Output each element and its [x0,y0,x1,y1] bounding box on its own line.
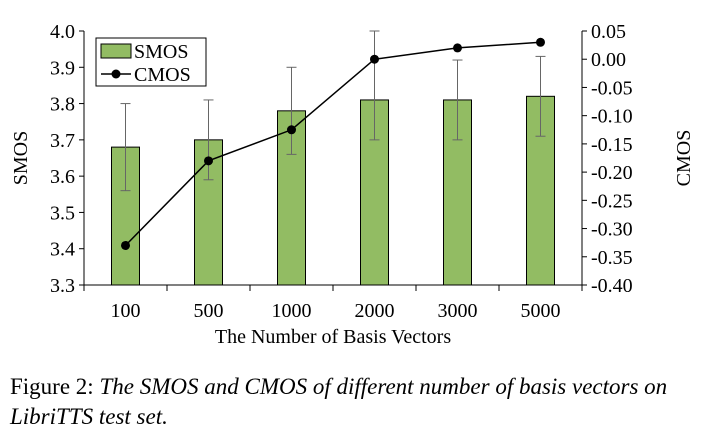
y-axis-title: SMOS [10,131,32,185]
cmos-line [121,37,545,250]
y2-tick-label: 0.00 [591,49,626,71]
cmos-point-1000 [287,125,296,135]
caption-text: The SMOS and CMOS of different number of… [10,374,668,429]
y-tick-label: 3.4 [50,239,75,261]
smos-error-bar-500 [203,99,214,181]
smos-error-bars [120,30,546,192]
x-axis-title: The Number of Basis Vectors [215,326,451,348]
caption-label: Figure 2: [10,374,94,399]
smos-error-bar-3000 [452,59,463,141]
y2-axis-title: CMOS [673,130,695,187]
cmos-point-2000 [370,54,379,64]
y2-tick-label: -0.25 [591,190,633,212]
y-tick-label: 3.6 [50,166,75,188]
smos-bar-2000 [360,99,389,286]
y2-tick-label: -0.10 [591,106,633,128]
legend-label-cmos: CMOS [134,64,191,86]
smos-error-bar-100 [120,103,131,192]
x-tick-label: 3000 [438,300,478,322]
y-tick-label: 3.5 [50,202,75,224]
y-tick-label: 3.8 [50,94,75,116]
x-tick-label: 2000 [355,300,395,322]
y2-tick-label: -0.40 [591,275,633,297]
legend-label-smos: SMOS [134,41,188,63]
x-tick-label: 100 [111,300,141,322]
y-tick-label: 4.0 [50,21,75,43]
smos-bars [111,95,555,286]
x-tick-label: 5000 [521,300,561,322]
y2-tick-label: -0.15 [591,134,633,156]
y2-tick-label: -0.05 [591,77,633,99]
smos-error-bar-5000 [535,55,546,137]
axes: 3.3 3.4 3.5 3.6 3.7 3.8 3.9 4.0 -0.40 -0.35 -0.30 -… [50,21,633,322]
cmos-point-100 [121,240,130,250]
axis-labels: The Number of Basis Vectors SMOS CMOS [10,130,695,348]
y-tick-label: 3.9 [50,57,75,79]
y2-tick-label: -0.20 [591,162,633,184]
x-tick-label: 500 [194,300,224,322]
y2-tick-label: -0.30 [591,219,633,241]
smos-error-bar-1000 [286,66,297,155]
y-tick-label: 3.3 [50,275,75,297]
y2-tick-label: 0.05 [591,21,626,43]
legend-swatch-smos [100,43,132,59]
figure-caption: Figure 2: The SMOS and CMOS of different… [10,372,700,432]
cmos-point-3000 [453,43,462,53]
y2-tick-label: -0.35 [591,247,633,269]
legend-marker-cmos [111,69,121,79]
cmos-point-5000 [536,37,545,47]
cmos-point-500 [204,156,213,166]
y-tick-label: 3.7 [50,130,75,152]
cmos-line-path [124,41,541,247]
smos-error-bar-2000 [369,30,380,141]
chart: 3.3 3.4 3.5 3.6 3.7 3.8 3.9 4.0 -0.40 -0.35 -0.30 -… [10,21,695,348]
x-tick-label: 1000 [272,300,312,322]
